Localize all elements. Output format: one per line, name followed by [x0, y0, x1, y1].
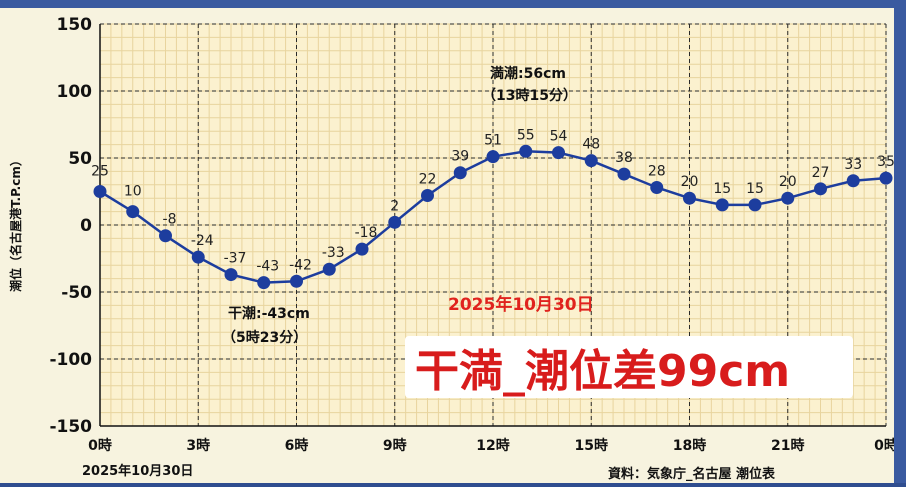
- data-point: [846, 174, 860, 188]
- data-point: [879, 171, 893, 185]
- y-tick-label: 100: [57, 82, 93, 102]
- low-tide-label: 干潮:-43cm: [228, 305, 310, 322]
- data-label: 38: [615, 150, 633, 166]
- data-label: -37: [224, 251, 247, 267]
- data-point: [322, 262, 336, 276]
- data-point: [683, 191, 696, 205]
- data-point: [748, 198, 762, 212]
- data-label: 15: [713, 181, 731, 197]
- x-tick-label: 6時: [285, 437, 309, 454]
- headline: 干満_潮位差99cm: [415, 346, 790, 397]
- y-tick-label: 0: [80, 216, 92, 236]
- headline-background: [405, 336, 853, 398]
- data-point: [650, 180, 664, 194]
- x-tick-label: 0時: [88, 437, 112, 454]
- x-tick-label: 18時: [673, 437, 706, 454]
- data-point: [453, 166, 467, 180]
- low-tide-time: （5時23分）: [222, 329, 307, 346]
- y-tick-label: 150: [57, 15, 93, 35]
- data-point: [388, 215, 402, 229]
- source-note: 資料：気象庁_名古屋 潮位表: [608, 466, 776, 482]
- data-point: [191, 250, 205, 264]
- data-point: [421, 189, 434, 203]
- data-point: [224, 268, 238, 282]
- data-label: 20: [779, 174, 797, 190]
- y-tick-label: 50: [68, 149, 92, 169]
- data-label: -43: [256, 259, 279, 275]
- high-tide-label: 満潮:56cm: [490, 65, 566, 82]
- data-point: [486, 150, 500, 164]
- data-label: 55: [517, 127, 535, 143]
- high-tide-time: （13時15分）: [482, 87, 577, 104]
- data-label: 28: [648, 163, 666, 179]
- data-label: 54: [550, 129, 568, 145]
- data-point: [126, 205, 140, 219]
- data-label: 27: [812, 165, 830, 181]
- date-annotation: 2025年10月30日: [448, 294, 594, 315]
- x-tick-label: 12時: [476, 437, 509, 454]
- x-tick-label: 21時: [771, 437, 804, 454]
- data-point: [814, 182, 827, 196]
- data-label: 25: [91, 164, 109, 180]
- y-tick-label: -100: [49, 350, 92, 370]
- data-point: [355, 242, 369, 256]
- x-tick-label: 15時: [575, 437, 608, 454]
- x-date-label: 2025年10月30日: [82, 463, 193, 479]
- data-point: [93, 185, 107, 198]
- data-label: 20: [681, 174, 699, 190]
- data-label: 39: [451, 149, 469, 165]
- data-point: [552, 146, 565, 160]
- x-tick-label: 9時: [383, 437, 407, 454]
- data-label: 22: [419, 172, 437, 188]
- x-tick-label: 3時: [186, 437, 210, 454]
- data-label: -24: [191, 233, 214, 249]
- data-label: -42: [289, 257, 312, 273]
- data-label: 2: [390, 198, 399, 214]
- data-points: [93, 144, 893, 290]
- data-label: -33: [322, 245, 345, 261]
- data-label: 51: [484, 133, 502, 149]
- data-label: -8: [163, 212, 177, 228]
- data-label: 15: [746, 181, 764, 197]
- data-label: 10: [124, 184, 142, 200]
- data-point: [715, 198, 729, 212]
- data-point: [159, 229, 172, 243]
- data-label: 33: [844, 157, 862, 173]
- x-tick-label: 0時: [874, 437, 894, 454]
- data-label: -18: [355, 225, 378, 241]
- y-tick-label: -150: [49, 417, 92, 437]
- data-label: 35: [877, 154, 894, 170]
- data-point: [617, 167, 631, 181]
- data-point: [519, 144, 533, 158]
- y-axis-label: 潮位（名古屋港T.P.cm）: [8, 154, 23, 292]
- data-point: [781, 191, 795, 205]
- data-point: [290, 274, 303, 288]
- data-point: [257, 276, 271, 290]
- y-tick-label: -50: [61, 283, 92, 303]
- data-label: 48: [582, 137, 600, 153]
- data-point: [584, 154, 598, 168]
